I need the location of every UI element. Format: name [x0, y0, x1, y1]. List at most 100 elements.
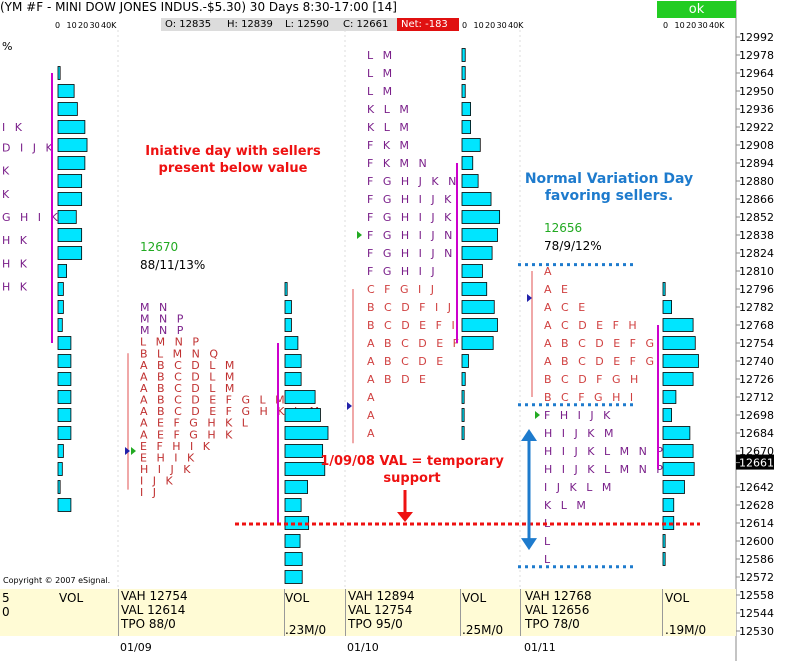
day-0110-summary: VAH 12894 VAL 12754 TPO 95/0	[348, 589, 415, 631]
prior-day-volume-bar	[57, 84, 75, 98]
day-0110-volume-bar	[461, 282, 488, 296]
prior-day-tpo-row: K	[2, 165, 12, 178]
day-0109-tpo-row: A B C D L M	[140, 359, 237, 372]
day-0111-volume-bar	[662, 480, 685, 494]
annotation-normal-variation: Normal Variation Day favoring sellers.	[524, 171, 694, 204]
day-0110-tpo-row: L M	[367, 67, 395, 80]
summary-bar	[0, 589, 736, 636]
day-0109-volume-bar	[284, 426, 329, 440]
open-marker	[125, 447, 130, 455]
day-0111-tpo-row: B C F G H I	[544, 391, 636, 404]
day-0111-volume-bar	[662, 534, 666, 548]
day-0110-tpo-row: L M	[367, 85, 395, 98]
day-0111-volume-total: .19M/0	[665, 623, 707, 637]
day-0109-summary: VAH 12754 VAL 12614 TPO 88/0	[121, 589, 188, 631]
prior-day-vol-label: VOL	[59, 591, 84, 605]
prior-day-volume-bar	[57, 264, 68, 278]
prior-day-volume-bar	[57, 462, 63, 476]
day-0110-tpo-row: B C D E F I J	[367, 319, 470, 332]
ohlc-high: H: 12839	[223, 18, 281, 31]
copyright-text: Copyright © 2007 eSignal.	[3, 576, 111, 585]
price-tick-label: 12796	[739, 283, 774, 296]
volume-scale-label: 40K	[709, 21, 725, 30]
price-tick-label: 12768	[739, 319, 774, 332]
day-0110-volume-bar	[461, 246, 493, 260]
price-tick-label: 12740	[739, 355, 774, 368]
day-0110-volume-bar	[461, 426, 465, 440]
prior-day-volume-bar	[57, 354, 72, 368]
range-arrow-head-up	[521, 429, 537, 441]
day-0110-tpo-row: A	[367, 391, 378, 404]
poc-marker	[535, 411, 540, 419]
volume-scale-label: 10	[474, 21, 484, 30]
percent-symbol: %	[2, 40, 13, 53]
range-arrow-head-down	[521, 538, 537, 551]
day-0110-tpo-row: F G H I J N P	[367, 247, 471, 260]
day-0111-tpo-row: B C D F G H	[544, 373, 641, 386]
day-0109-volume-bar	[284, 300, 292, 314]
current-price-marker	[736, 454, 774, 470]
day-0109-date-label: 01/09	[120, 641, 152, 654]
day-0109-volume-bar	[284, 534, 301, 548]
day-0109-volume-bar	[284, 354, 302, 368]
day-0109-tpo-row: A E F G H K L	[140, 417, 251, 430]
day-0110-volume-bar	[461, 354, 469, 368]
day-0111-volume-bar	[662, 390, 677, 404]
price-tick-label: 12964	[739, 67, 774, 80]
day-0109-volume-bar	[284, 372, 302, 386]
day-0111-tpo-row: H I J K L M N P	[544, 445, 666, 458]
day-0111-volume-bar	[662, 300, 673, 314]
price-tick-label: 12838	[739, 229, 774, 242]
day-0110-volume-bar	[461, 84, 466, 98]
price-tick-label: 12712	[739, 391, 774, 404]
prior-day-volume-bar	[57, 408, 72, 422]
day-0110-tpo-row: A	[367, 409, 378, 422]
price-tick-label: 12852	[739, 211, 774, 224]
price-tick-label: 12661	[739, 457, 774, 470]
prior-day-tpo-row: D I J K	[2, 142, 56, 155]
day-0111-volume-bar	[662, 318, 694, 332]
price-tick-label: 12908	[739, 139, 774, 152]
prior-day-volume-bar	[57, 228, 83, 242]
day-0110-volume-bar	[461, 138, 481, 152]
poc-marker	[131, 447, 136, 455]
day-0109-tpo-row: H I J K	[140, 463, 193, 476]
day-0109-tpo-row: M N P	[140, 324, 186, 337]
day-0111-tpo-row: A C E	[544, 301, 588, 314]
day-0109-tpo-row: A B C D L M	[140, 370, 237, 383]
day-0110-tpo-row: A	[367, 427, 378, 440]
day-0110-volume-total: .25M/0	[462, 623, 504, 637]
day-0110-tpo-row: F G H I J K N	[367, 193, 472, 206]
prior-day-volume-bar	[57, 138, 88, 152]
day-0109-tpo-row: A B C D L M	[140, 382, 237, 395]
volume-scale-label: 30	[90, 21, 100, 30]
prior-day-volume-bar	[57, 318, 63, 332]
ok-button[interactable]: ok	[657, 1, 736, 18]
day-0111-volume-bar	[662, 444, 694, 458]
price-tick-label: 12866	[739, 193, 774, 206]
day-0110-volume-bar	[461, 66, 466, 80]
val-arrow-head	[397, 512, 413, 522]
day-0110-tpo-row: K L M	[367, 121, 412, 134]
prior-day-zero: 0	[2, 605, 10, 619]
prior-day-volume-bar	[57, 210, 77, 224]
prior-day-volume-bar	[57, 174, 83, 188]
day-0110-volume-bar	[461, 102, 472, 116]
summary-divider	[662, 589, 663, 636]
day-0109-tpo-row: A B C D E F G L M	[140, 394, 288, 407]
day-0110-volume-bar	[461, 192, 492, 206]
day-0109-volume-bar	[284, 480, 308, 494]
poc-price-0111: 12656	[544, 221, 583, 235]
day-0109-volume-bar	[284, 336, 299, 350]
day-0111-tpo-row: H I J K L M N P Q	[544, 463, 684, 476]
day-0110-volume-bar	[461, 408, 465, 422]
ohlc-net: Net: -183	[397, 18, 459, 31]
day-0109-tpo-row: E H I K	[140, 451, 197, 464]
annotation-initiative-day: Iniative day with sellers present below …	[145, 144, 321, 176]
day-0110-tpo-row: A B C D E F I	[367, 337, 475, 350]
day-0110-volume-bar	[461, 210, 501, 224]
prior-day-tick: 5	[2, 591, 10, 605]
day-0109-volume-bar	[284, 498, 302, 512]
day-0110-volume-bar	[461, 228, 498, 242]
